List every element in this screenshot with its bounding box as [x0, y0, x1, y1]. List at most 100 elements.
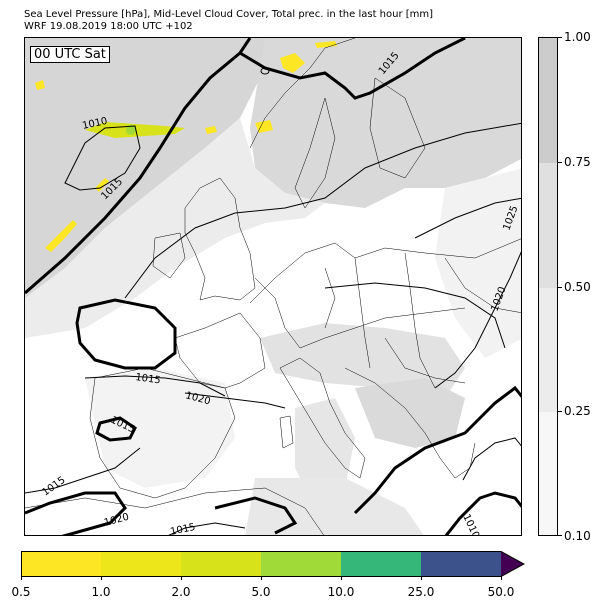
precip-patch — [45, 220, 77, 252]
colorbar-outline — [21, 551, 525, 577]
border — [404, 252, 436, 389]
coastline-africa — [25, 487, 324, 535]
colorbar-extend-arrow — [501, 551, 524, 577]
coastline-iberia — [89, 367, 236, 499]
colorbar-tick-label: 10.0 — [327, 585, 355, 599]
isobar-thin — [434, 251, 521, 389]
isobar-thin — [124, 122, 521, 299]
border — [384, 337, 466, 384]
colorbar-tick — [421, 576, 422, 580]
isobar-label: 1015 — [169, 522, 196, 536]
isobar-thick — [239, 38, 466, 100]
colorbar-tick — [101, 576, 102, 580]
precip-patch — [35, 80, 45, 90]
colorbar-tick-label: 5.0 — [251, 585, 271, 599]
colorbar-tick-label: 1.0 — [91, 585, 111, 599]
isobar-thin — [184, 392, 286, 409]
colorbar-tick-label: 0.10 — [564, 529, 591, 543]
colorbar-segment — [539, 288, 557, 412]
cloud-area-scandinavia — [250, 38, 521, 208]
cloud-area-balkans — [355, 378, 465, 448]
border — [254, 277, 466, 349]
coastline-finland — [369, 77, 426, 179]
isobar-thin — [324, 282, 506, 349]
colorbar-tick-label: 0.75 — [564, 155, 591, 169]
colorbar-tick — [558, 411, 562, 412]
isobar-thick — [353, 385, 521, 515]
cloud-area-east — [435, 168, 521, 358]
border — [444, 257, 521, 313]
colorbar-tick — [341, 576, 342, 580]
colorbar-tick — [558, 287, 562, 288]
colorbar-tick — [558, 535, 562, 536]
isobar-thick — [25, 491, 127, 535]
colorbar-tick-label: 0.25 — [564, 404, 591, 418]
precipitation-colorbar — [21, 551, 525, 577]
colorbar-segment — [341, 551, 421, 577]
coastline-ireland — [152, 232, 186, 279]
precip-patch — [255, 120, 273, 133]
colorbar-tick — [558, 37, 562, 38]
cloud-area-alps — [260, 323, 465, 398]
cloud-area-iberia — [85, 368, 235, 488]
isobar-thick — [95, 416, 137, 442]
cloud-cover-layer — [25, 38, 521, 535]
cloud-cover-colorbar — [538, 37, 558, 536]
isobar-thick — [214, 496, 298, 535]
colorbar-tick-label: 2.0 — [171, 585, 191, 599]
colorbar-segment — [539, 38, 557, 163]
isobar-thick — [25, 38, 252, 295]
colorbar-tick — [558, 162, 562, 163]
map-canvas: 1015 1010 1015 1025 1020 1015 1020 1015 … — [25, 38, 521, 536]
coastline-france — [174, 312, 266, 389]
isobar-label: 1010 — [460, 513, 481, 536]
colorbar-tick-label: 50.0 — [487, 585, 515, 599]
isobar-thick — [75, 298, 177, 370]
map-panel: 1015 1010 1015 1025 1020 1015 1020 1015 … — [24, 37, 522, 536]
colorbar-tick — [261, 576, 262, 580]
colorbar-segment — [539, 412, 557, 535]
chart-subtitle: WRF 19.08.2019 18:00 UTC +102 — [24, 21, 193, 32]
isobar-label: 1015 — [135, 372, 162, 386]
colorbar-tick-label: 0.50 — [564, 280, 591, 294]
isobar-thick — [444, 491, 521, 535]
colorbar-segment — [421, 551, 501, 577]
chart-title: Sea Level Pressure [hPa], Mid-Level Clou… — [24, 9, 434, 20]
colorbar-tick-label: 25.0 — [407, 585, 435, 599]
coastline-sweden — [294, 97, 336, 209]
isobar-thin — [168, 522, 246, 535]
colorbar-tick-label: 1.00 — [564, 30, 591, 44]
colorbar-segment — [21, 551, 101, 577]
colorbar-segment — [261, 551, 341, 577]
isobar-thin — [462, 437, 521, 481]
isobar-label: 1020 — [103, 512, 130, 529]
colorbar-segment — [101, 551, 181, 577]
isobar-label: 1015 — [40, 475, 67, 499]
coastline-sardinia — [279, 415, 294, 449]
colorbar-tick — [501, 576, 502, 580]
colorbar-segment — [539, 163, 557, 288]
isobar-thin — [84, 375, 226, 397]
isobar-thin — [414, 197, 521, 239]
coastline-italy — [279, 357, 366, 479]
isobars-layer — [25, 38, 521, 535]
precip-patch — [126, 125, 136, 135]
isobar-thin — [64, 125, 141, 191]
border — [354, 257, 371, 369]
precip-patch — [315, 41, 337, 48]
precip-patch — [280, 53, 305, 73]
cloud-area-south — [245, 478, 424, 535]
border — [324, 267, 336, 329]
cloud-area-light-north — [25, 118, 325, 338]
colorbar-tick — [181, 576, 182, 580]
isobar-label: 1010 — [81, 116, 108, 132]
isobar-thin — [25, 447, 141, 494]
precip-patch — [205, 126, 217, 134]
colorbar-tick-label: 0.5 — [11, 585, 31, 599]
coastline-norway — [249, 38, 356, 149]
coastline-britain — [184, 177, 256, 301]
colorbar-tick — [21, 576, 22, 580]
time-label: 00 UTC Sat — [30, 46, 110, 63]
isobar-thin — [260, 67, 270, 75]
colorbar-segment — [181, 551, 261, 577]
